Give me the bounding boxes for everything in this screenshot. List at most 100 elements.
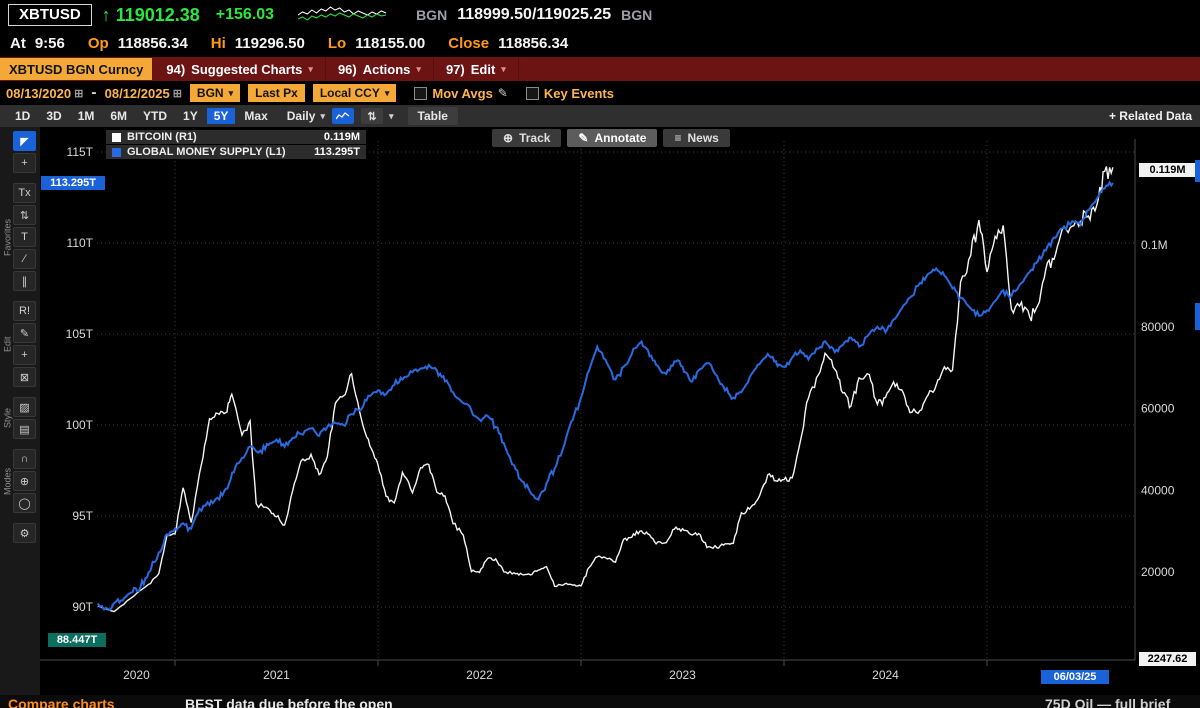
pencil-icon[interactable]: ✎ [13,323,36,343]
high-value: 119296.50 [234,35,305,52]
left-axis-last-value-box: 113.295T [41,176,105,190]
legend-series-name: GLOBAL MONEY SUPPLY (L1) [127,146,286,158]
zoom-icon[interactable]: ⊕ [13,471,36,491]
table-button[interactable]: Table [407,107,458,125]
open-value: 118856.34 [117,35,188,52]
security-ticker[interactable]: XBTUSD [8,4,92,26]
price-field-select[interactable]: Last Px [248,84,305,102]
text-annotation-icon[interactable]: T [13,227,36,247]
x-axis-date-marker-box: 06/03/25 [1041,670,1109,684]
x-axis-tick-label: 2024 [872,668,899,682]
period-5y[interactable]: 5Y [206,108,236,124]
menu-items: 94) Suggested Charts ▾ 96) Actions ▾ 97) Edit ▾ [154,57,519,81]
eraser-icon[interactable]: ⊠ [13,367,36,387]
low-value: 118155.00 [355,35,426,52]
x-axis-tick-label: 2023 [669,668,696,682]
left-axis-tick-label: 90T [72,600,93,614]
brush-icon[interactable]: ▨ [13,397,36,417]
key-events-toggle[interactable]: Key Events [525,86,614,101]
rail-group-label: Favorites [2,218,13,256]
chart-area[interactable]: 115T 110T 105T 100T 95T 90T 0.1M 80000 60000 4000… [0,127,1200,695]
pattern-icon[interactable]: ▤ [13,419,36,439]
news-button[interactable]: ≡ News [663,129,730,147]
key-events-checkbox[interactable] [525,86,539,100]
rail-group-label: Modes [2,467,13,495]
legend-item[interactable]: GLOBAL MONEY SUPPLY (L1) 113.295T [106,145,366,159]
chevron-down-icon: ▾ [416,63,421,74]
chart-toolbar: 1D 3D 1M 6M YTD 1Y 5Y Max Daily ▾ ⇅ ▾ Table + Re… [0,105,1200,127]
gear-icon[interactable]: ⚙ [13,523,36,543]
bid-ask-quote: 118999.50/119025.25 [457,6,612,23]
period-1y[interactable]: 1Y [183,109,198,123]
period-3d[interactable]: 3D [46,109,62,123]
clipped-text-right: 75D Oil — full brief [1045,696,1171,708]
calendar-icon[interactable]: ⊞ [74,87,84,100]
clipped-text-center: BEST data due before the open [185,696,393,708]
price-header-row: XBTUSD ↑ 119012.38 +156.03 BGN 118999.50… [0,0,1200,30]
calendar-icon[interactable]: ⊞ [172,87,182,100]
source-right-label: BGN [621,7,653,23]
move-icon[interactable]: + [13,345,36,365]
crosshair-icon[interactable]: + [13,153,36,173]
right-scrollbar-thumb[interactable] [1195,303,1200,330]
price-label-icon[interactable]: Tx [13,183,36,203]
circle-mode-icon[interactable]: ◯ [13,493,36,513]
legend-swatch [112,147,121,157]
track-button[interactable]: ⊕ Track [492,129,562,147]
left-axis-tick-label: 100T [66,418,94,432]
compare-axes-button[interactable]: ⇅ [360,108,383,124]
period-ytd[interactable]: YTD [143,109,168,123]
magnet-icon[interactable]: ∩ [13,449,36,469]
chevron-down-icon: ▾ [320,110,325,121]
annotate-icon: ✎ [578,131,589,145]
chevron-down-icon: ▾ [228,87,234,98]
menu-actions[interactable]: 96) Actions ▾ [326,57,434,81]
frequency-select[interactable]: Daily ▾ [286,109,325,123]
menu-edit[interactable]: 97) Edit ▾ [434,57,519,81]
left-axis-tick-label: 110T [67,236,94,250]
date-to-field[interactable]: 08/12/2025 ⊞ [104,85,182,101]
cursor-icon[interactable]: ◤ [13,131,36,151]
close-label: Close [448,35,490,52]
pencil-icon[interactable]: ✎ [497,86,508,100]
mov-avgs-checkbox[interactable] [414,86,428,100]
rail-group-label: Edit [2,336,13,352]
right-scrollbar-thumb[interactable] [1195,160,1200,182]
trendline-icon[interactable]: ∕ [13,249,36,269]
legend-item[interactable]: BITCOIN (R1) 0.119M [106,130,366,144]
security-field[interactable]: XBTUSD BGN Curncy [0,58,153,80]
left-axis-low-value-box: 88.447T [48,633,106,647]
regression-icon[interactable]: R! [13,301,36,321]
legend-swatch [112,132,121,142]
channel-icon[interactable]: ∥ [13,271,36,291]
annotate-button[interactable]: ✎ Annotate [567,129,658,147]
x-axis-tick-label: 2022 [466,668,493,682]
chevron-down-icon[interactable]: ▾ [388,110,394,121]
related-data-button[interactable]: + Related Data [1108,109,1192,123]
drawing-tool-rail: ◤ + Favorites Tx ⇅ T ∕ ∥ Edit R! ✎ + ⊠ Style ▨ ▤ Modes ∩ ⊕… [0,127,40,695]
date-from-field[interactable]: 08/13/2020 ⊞ [6,85,84,101]
menu-suggested-charts[interactable]: 94) Suggested Charts ▾ [154,57,326,81]
currency-select[interactable]: Local CCY ▾ [312,84,397,102]
period-1d[interactable]: 1D [15,109,31,123]
mov-avgs-toggle[interactable]: Mov Avgs ✎ [414,86,508,101]
date-range-separator: - [91,84,97,101]
range-arrows-icon[interactable]: ⇅ [13,205,36,225]
at-time: 9:56 [34,35,65,52]
bitcoin-line [97,166,1114,613]
period-selector: 1D 3D 1M 6M YTD 1Y 5Y Max [8,108,275,124]
left-axis-tick-label: 105T [66,327,94,341]
period-1m[interactable]: 1M [77,109,95,123]
left-axis-tick-label: 95T [72,509,93,523]
controls-row: 08/13/2020 ⊞ - 08/12/2025 ⊞ BGN ▾ Last Px L… [0,81,1200,105]
line-chart-icon [335,112,350,120]
period-max[interactable]: Max [244,109,268,123]
right-axis-tick-label: 0.1M [1141,238,1168,252]
source-select[interactable]: BGN ▾ [189,84,241,102]
period-6m[interactable]: 6M [110,109,128,123]
x-axis-tick-label: 2020 [123,668,150,682]
line-chart-type-button[interactable] [331,108,354,124]
rail-group-label: Style [2,408,13,429]
legend-series-value: 113.295T [314,146,360,158]
intraday-sparkline [297,1,388,30]
